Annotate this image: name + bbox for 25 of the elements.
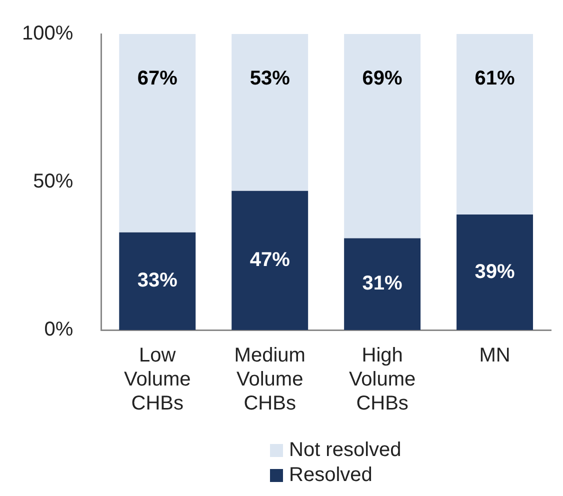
legend-label: Not resolved <box>289 439 402 462</box>
bar <box>119 232 196 330</box>
y-tick-label: 50% <box>33 170 74 193</box>
data-label: 53% <box>250 68 290 90</box>
data-label: 61% <box>474 68 515 90</box>
x-tick-label: MN <box>479 344 510 367</box>
data-label: 33% <box>137 270 178 292</box>
legend-label: Resolved <box>289 464 372 487</box>
bar <box>232 190 308 330</box>
x-tick-label: Low Volume CHBs <box>124 344 191 415</box>
x-tick-label: Medium Volume CHBs <box>234 344 306 415</box>
bar <box>344 238 421 330</box>
bar <box>119 34 196 232</box>
data-label: 31% <box>362 272 403 295</box>
data-label: 47% <box>250 248 290 271</box>
y-tick-label: 100% <box>22 22 74 45</box>
data-label: 67% <box>137 68 178 90</box>
bar <box>232 34 308 191</box>
bar <box>456 34 534 215</box>
data-label: 69% <box>362 68 403 90</box>
x-tick-label: High Volume CHBs <box>348 344 416 415</box>
data-label: 39% <box>474 260 515 283</box>
bar <box>344 34 421 238</box>
y-tick-label: 0% <box>44 318 74 341</box>
bar <box>456 214 534 330</box>
